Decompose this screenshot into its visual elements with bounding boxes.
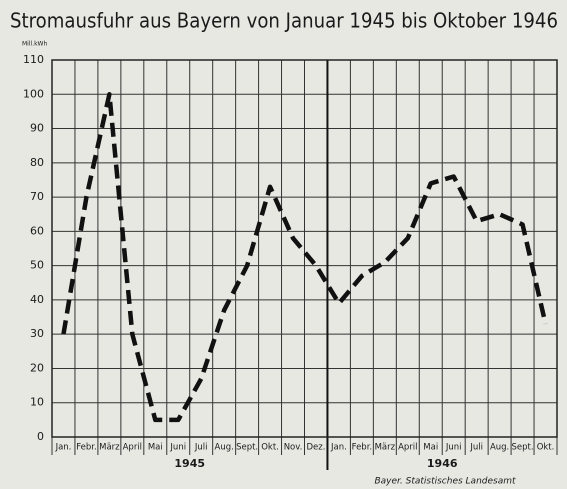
data-line	[61, 92, 548, 423]
x-tick-label: Sept.	[236, 443, 258, 453]
y-tick-label: 30	[30, 327, 44, 340]
x-tick-label: Febr.	[352, 443, 372, 453]
chart-title: Stromausfuhr aus Bayern von Januar 1945 …	[10, 9, 558, 33]
x-tick-label: Okt.	[537, 443, 555, 453]
x-tick-label: Juli	[469, 443, 483, 453]
x-tick-label: Mai	[148, 443, 163, 453]
y-tick-label: 80	[30, 156, 44, 169]
x-tick-label: Aug.	[215, 443, 234, 453]
x-tick-label: April	[398, 443, 417, 453]
y-tick-label: 110	[23, 53, 44, 66]
x-tick-label: Okt.	[261, 443, 279, 453]
year-label: 1945	[174, 457, 205, 470]
x-tick-label: Febr.	[76, 443, 96, 453]
y-tick-label: 50	[30, 259, 44, 272]
x-tick-label: Jan.	[330, 443, 347, 453]
y-tick-label: 40	[30, 293, 44, 306]
x-tick-label: Dez.	[307, 443, 326, 453]
source: Bayer. Statistisches Landesamt	[374, 477, 516, 487]
year-label: 1946	[427, 457, 458, 470]
x-tick-label: Sept.	[512, 443, 534, 453]
x-tick-label: Juni	[445, 443, 462, 453]
y-tick-label: 100	[23, 87, 44, 100]
x-tick-label: April	[123, 443, 142, 453]
y-tick-label: 60	[30, 224, 44, 237]
x-tick-label: Aug.	[490, 443, 509, 453]
x-tick-label: Juni	[169, 443, 186, 453]
x-tick-label: Juli	[194, 443, 208, 453]
y-tick-label: 0	[37, 430, 44, 443]
y-tick-label: 90	[30, 122, 44, 135]
x-tick-label: Jan.	[55, 443, 72, 453]
x-tick-label: Nov.	[284, 443, 303, 453]
x-tick-label: Mai	[423, 443, 438, 453]
plot-frame	[51, 59, 558, 438]
y-axis-label: Mill.kWh	[22, 41, 47, 48]
y-tick-label: 20	[30, 361, 44, 374]
x-tick-label: März	[375, 443, 396, 453]
y-tick-label: 10	[30, 396, 44, 409]
y-tick-label: 70	[30, 190, 44, 203]
x-tick-label: März	[99, 443, 120, 453]
